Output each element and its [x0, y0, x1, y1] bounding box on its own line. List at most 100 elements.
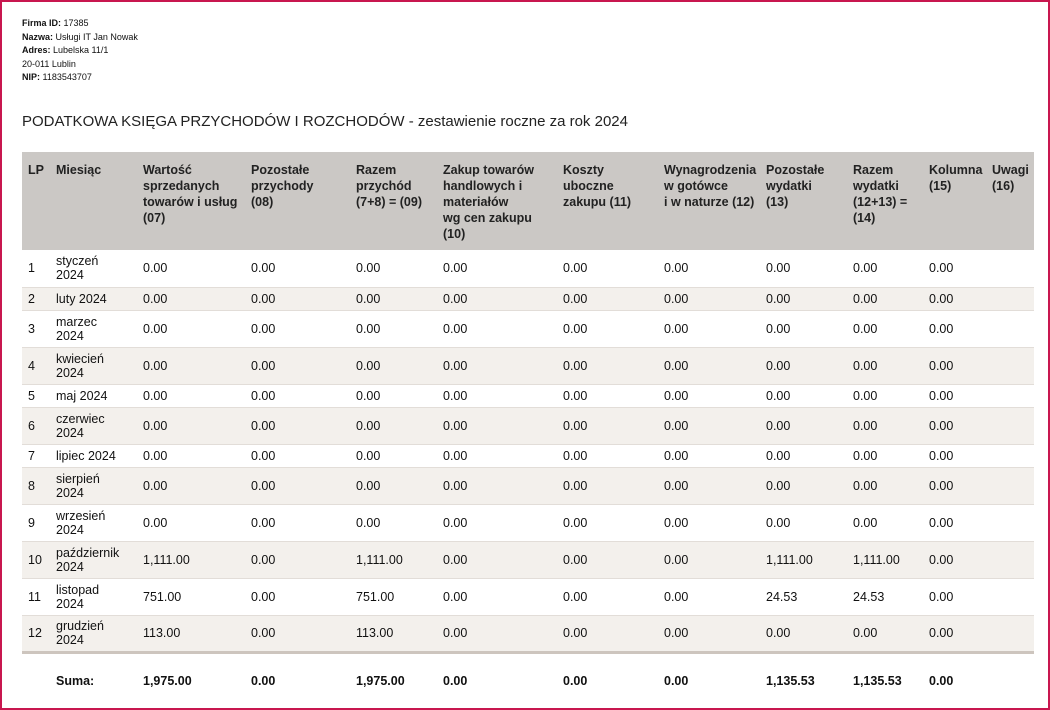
- value-cell: 0.00: [557, 578, 658, 616]
- value-cell: 0.00: [923, 384, 986, 408]
- total-value: 1,135.53: [847, 650, 923, 704]
- value-cell: 1,111.00: [847, 541, 923, 579]
- value-cell: 0.00: [847, 287, 923, 311]
- table-row: 12 grudzień 2024 113.00 0.00 113.00 0.00 0.00 0…: [22, 615, 1034, 653]
- value-cell: 0.00: [245, 407, 350, 445]
- column-header: Wartość sprzedanych towarów i usług (07): [137, 152, 245, 250]
- value-cell: 0.00: [350, 250, 437, 288]
- info-value: 1183543707: [42, 72, 92, 82]
- table-row: 3 marzec 2024 0.00 0.00 0.00 0.00 0.00 0.00 0.00…: [22, 310, 1034, 348]
- notes-cell: [986, 467, 1034, 505]
- header-line: (15): [929, 179, 952, 193]
- table-row: 1 styczeń 2024 0.00 0.00 0.00 0.00 0.00 0.00 0.0…: [22, 250, 1034, 288]
- value-cell: 0.00: [658, 310, 760, 348]
- header-line: (12+13) =: [853, 195, 908, 209]
- lp-cell: 3: [22, 310, 50, 348]
- value-cell: 0.00: [137, 467, 245, 505]
- month-cell: listopad 2024: [50, 578, 137, 616]
- month-cell: maj 2024: [50, 384, 137, 408]
- value-cell: 0.00: [350, 444, 437, 468]
- column-header: Kolumna (15): [923, 152, 986, 250]
- header-line: LP: [28, 163, 44, 177]
- value-cell: 0.00: [137, 384, 245, 408]
- value-cell: 0.00: [437, 384, 557, 408]
- header-line: Pozostałe: [251, 163, 310, 177]
- month-cell: lipiec 2024: [50, 444, 137, 468]
- total-value: 0.00: [245, 650, 350, 704]
- total-row: Suma: 1,975.00 0.00 1,975.00 0.00 0.00 0.00 1,1…: [22, 650, 1034, 704]
- header-line: wydatki: [766, 179, 812, 193]
- lp-cell: 8: [22, 467, 50, 505]
- header-line: Uwagi: [992, 163, 1029, 177]
- table-row: 2 luty 2024 0.00 0.00 0.00 0.00 0.00 0.00 0.00 0.…: [22, 287, 1034, 311]
- table-row: 5 maj 2024 0.00 0.00 0.00 0.00 0.00 0.00 0.00 0.0…: [22, 384, 1034, 408]
- info-line: 20-011 Lublin: [22, 58, 138, 72]
- value-cell: 0.00: [557, 467, 658, 505]
- value-cell: 0.00: [760, 384, 847, 408]
- column-header: Razem przychód (7+8) = (09): [350, 152, 437, 250]
- value-cell: 0.00: [137, 347, 245, 385]
- total-label: Suma:: [50, 650, 137, 704]
- table-row: 11 listopad 2024 751.00 0.00 751.00 0.00 0.00 0…: [22, 578, 1034, 616]
- notes-cell: [986, 504, 1034, 542]
- notes-cell: [986, 541, 1034, 579]
- value-cell: 0.00: [923, 504, 986, 542]
- value-cell: 0.00: [658, 384, 760, 408]
- header-line: zakupu (11): [563, 195, 632, 209]
- month-cell: wrzesień 2024: [50, 504, 137, 542]
- month-cell: marzec 2024: [50, 310, 137, 348]
- header-line: Pozostałe: [766, 163, 825, 177]
- value-cell: 0.00: [760, 310, 847, 348]
- total-value: 1,135.53: [760, 650, 847, 704]
- month-text: maj 2024: [56, 388, 108, 403]
- month-text: sierpień 2024: [56, 471, 100, 500]
- value-cell: 0.00: [245, 287, 350, 311]
- lp-cell: 2: [22, 287, 50, 311]
- header-line: towarów i usług: [143, 195, 238, 209]
- value-cell: 0.00: [350, 467, 437, 505]
- value-cell: 0.00: [245, 504, 350, 542]
- total-value: 0.00: [923, 650, 986, 704]
- value-cell: 0.00: [350, 287, 437, 311]
- table-row: 10 październik 2024 1,111.00 0.00 1,111.00 0.…: [22, 541, 1034, 579]
- total-value: 1,975.00: [137, 650, 245, 704]
- notes-cell: [986, 310, 1034, 348]
- info-line: Firma ID: 17385: [22, 17, 138, 31]
- header-line: (07): [143, 211, 166, 225]
- value-cell: 0.00: [847, 310, 923, 348]
- value-cell: 0.00: [557, 504, 658, 542]
- notes-cell: [986, 384, 1034, 408]
- info-label: NIP:: [22, 72, 40, 82]
- value-cell: 0.00: [923, 615, 986, 653]
- value-cell: 0.00: [847, 407, 923, 445]
- value-cell: 0.00: [350, 310, 437, 348]
- value-cell: 0.00: [350, 504, 437, 542]
- header-line: i w naturze (12): [664, 195, 755, 209]
- info-label: Nazwa:: [22, 31, 54, 42]
- value-cell: 113.00: [137, 615, 245, 653]
- lp-cell: 1: [22, 250, 50, 288]
- month-cell: grudzień 2024: [50, 615, 137, 653]
- value-cell: 751.00: [137, 578, 245, 616]
- value-cell: 0.00: [137, 310, 245, 348]
- notes-cell: [986, 407, 1034, 445]
- column-header: Wynagrodzenia w gotówce i w naturze (12): [658, 152, 760, 250]
- total-value: 0.00: [557, 650, 658, 704]
- value-cell: 0.00: [760, 287, 847, 311]
- header-line: (10): [443, 227, 466, 241]
- value-cell: 0.00: [557, 407, 658, 445]
- lp-cell: 5: [22, 384, 50, 408]
- lp-cell: 12: [22, 615, 50, 653]
- notes-cell: [986, 347, 1034, 385]
- total-spacer: [986, 650, 1034, 704]
- report-title: PODATKOWA KSIĘGA PRZYCHODÓW I ROZCHODÓW …: [22, 113, 628, 130]
- month-text: wrzesień 2024: [56, 508, 106, 537]
- notes-cell: [986, 615, 1034, 653]
- column-header: LP: [22, 152, 50, 250]
- value-cell: 0.00: [658, 504, 760, 542]
- column-header: Koszty uboczne zakupu (11): [557, 152, 658, 250]
- month-text: październik 2024: [56, 545, 120, 574]
- value-cell: 0.00: [437, 504, 557, 542]
- value-cell: 113.00: [350, 615, 437, 653]
- value-cell: 0.00: [437, 250, 557, 288]
